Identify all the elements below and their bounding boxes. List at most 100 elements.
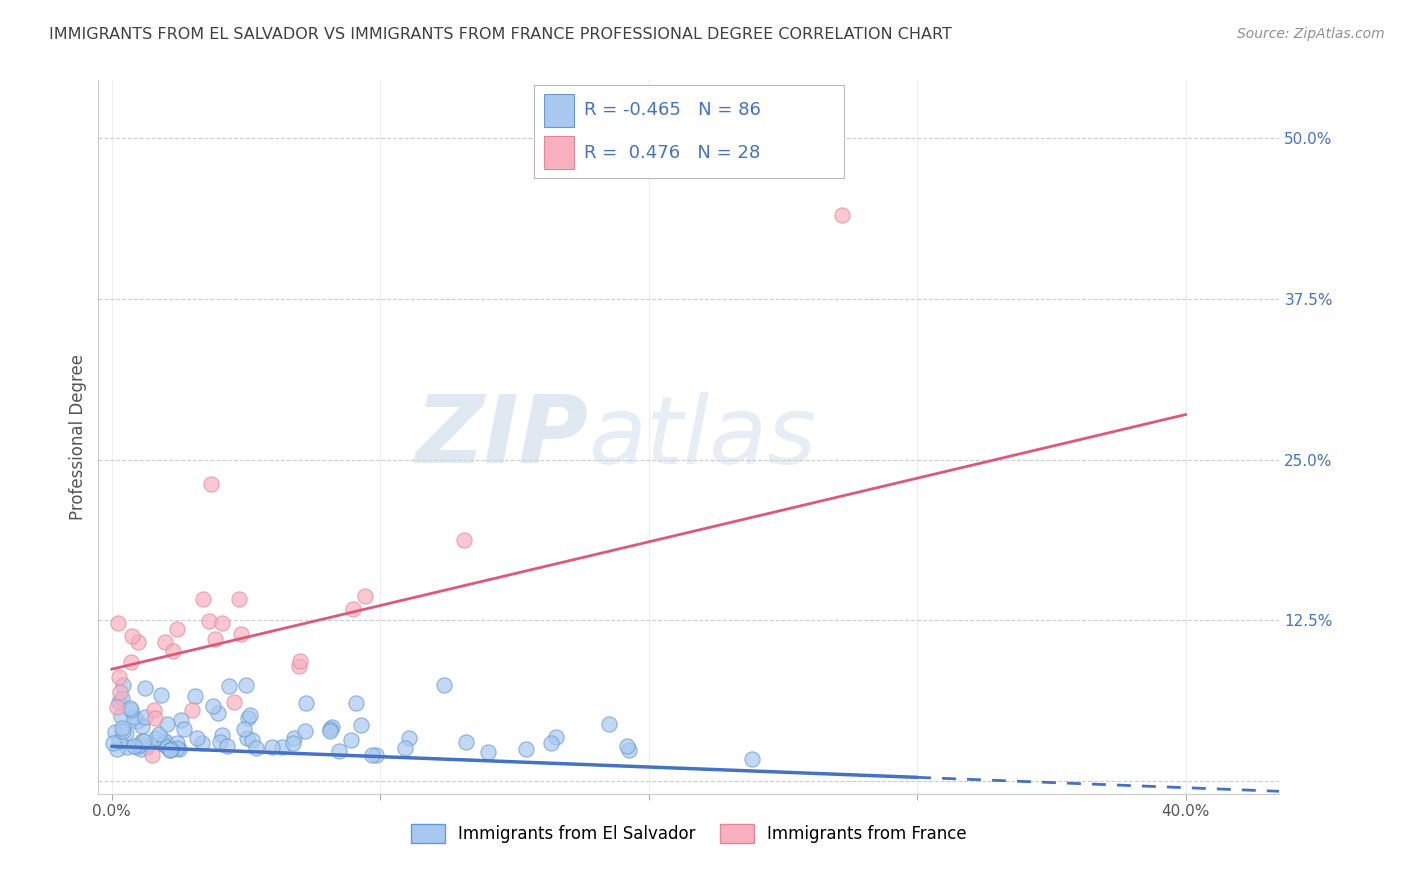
Point — [125, 739, 148, 754]
Point — [319, 722, 342, 736]
Point — [224, 695, 246, 709]
Point — [394, 740, 416, 755]
Point — [173, 722, 195, 736]
Point — [110, 684, 132, 698]
Point — [166, 622, 188, 636]
Point — [186, 731, 208, 746]
Point — [364, 748, 387, 763]
Point — [197, 614, 219, 628]
Point — [132, 734, 155, 748]
Point — [217, 739, 239, 753]
Point — [240, 733, 263, 747]
Point — [201, 698, 224, 713]
Point — [122, 739, 145, 753]
Point — [204, 632, 226, 647]
Point — [159, 742, 181, 756]
Point — [295, 697, 318, 711]
Point — [321, 720, 343, 734]
Point — [156, 717, 179, 731]
Point — [104, 724, 127, 739]
Point — [288, 654, 311, 668]
Point — [598, 717, 620, 731]
Point — [211, 615, 233, 630]
Point — [152, 737, 174, 751]
Point — [120, 703, 142, 717]
Point — [108, 670, 131, 684]
Point — [361, 747, 384, 762]
Point — [111, 690, 134, 705]
Point — [127, 634, 149, 648]
Point — [287, 659, 309, 673]
Point — [110, 722, 132, 736]
Y-axis label: Professional Degree: Professional Degree — [69, 354, 87, 520]
Point — [107, 734, 129, 748]
Point — [616, 739, 638, 753]
Point — [122, 710, 145, 724]
Point — [831, 208, 853, 222]
Point — [155, 734, 177, 748]
Point — [200, 477, 222, 491]
Point — [125, 714, 148, 728]
Legend: Immigrants from El Salvador, Immigrants from France: Immigrants from El Salvador, Immigrants … — [405, 817, 973, 850]
Point — [115, 739, 138, 754]
Point — [294, 723, 316, 738]
Point — [477, 745, 499, 759]
Point — [166, 741, 188, 756]
Point — [207, 706, 229, 721]
Text: ZIP: ZIP — [416, 391, 589, 483]
Point — [128, 738, 150, 752]
Point — [160, 742, 183, 756]
Point — [453, 533, 475, 547]
Point — [162, 644, 184, 658]
Point — [170, 714, 193, 728]
Point — [112, 677, 135, 691]
Point — [271, 740, 294, 755]
Bar — [544, 136, 575, 169]
Point — [354, 590, 377, 604]
Point — [101, 736, 124, 750]
Text: R = -0.465   N = 86: R = -0.465 N = 86 — [583, 102, 761, 120]
Point — [262, 740, 284, 755]
Point — [143, 711, 166, 725]
Point — [218, 679, 240, 693]
Text: IMMIGRANTS FROM EL SALVADOR VS IMMIGRANTS FROM FRANCE PROFESSIONAL DEGREE CORREL: IMMIGRANTS FROM EL SALVADOR VS IMMIGRANT… — [49, 27, 952, 42]
Point — [184, 689, 207, 703]
Text: atlas: atlas — [589, 392, 817, 483]
Point — [741, 752, 763, 766]
Point — [114, 726, 136, 740]
Point — [134, 709, 156, 723]
Point — [167, 741, 190, 756]
Point — [209, 735, 232, 749]
Point — [120, 656, 142, 670]
Point — [118, 700, 141, 714]
Point — [433, 677, 456, 691]
Point — [456, 734, 478, 748]
Point — [180, 702, 202, 716]
Point — [229, 627, 252, 641]
Point — [546, 730, 568, 744]
Point — [235, 677, 257, 691]
Point — [617, 742, 640, 756]
Point — [318, 724, 340, 739]
Point — [159, 743, 181, 757]
Point — [344, 696, 367, 710]
Point — [131, 719, 153, 733]
Point — [190, 736, 212, 750]
Point — [328, 744, 350, 758]
Point — [540, 735, 562, 749]
Point — [152, 737, 174, 751]
Point — [136, 740, 159, 755]
Text: R =  0.476   N = 28: R = 0.476 N = 28 — [583, 144, 761, 161]
Point — [283, 731, 305, 745]
Point — [515, 742, 537, 756]
Text: Source: ZipAtlas.com: Source: ZipAtlas.com — [1237, 27, 1385, 41]
Point — [245, 740, 267, 755]
Bar — [544, 95, 575, 127]
Point — [236, 711, 259, 725]
Point — [131, 733, 153, 747]
Point — [149, 688, 172, 702]
Point — [342, 602, 364, 616]
Point — [155, 635, 177, 649]
Point — [108, 695, 131, 709]
Point — [235, 731, 257, 745]
